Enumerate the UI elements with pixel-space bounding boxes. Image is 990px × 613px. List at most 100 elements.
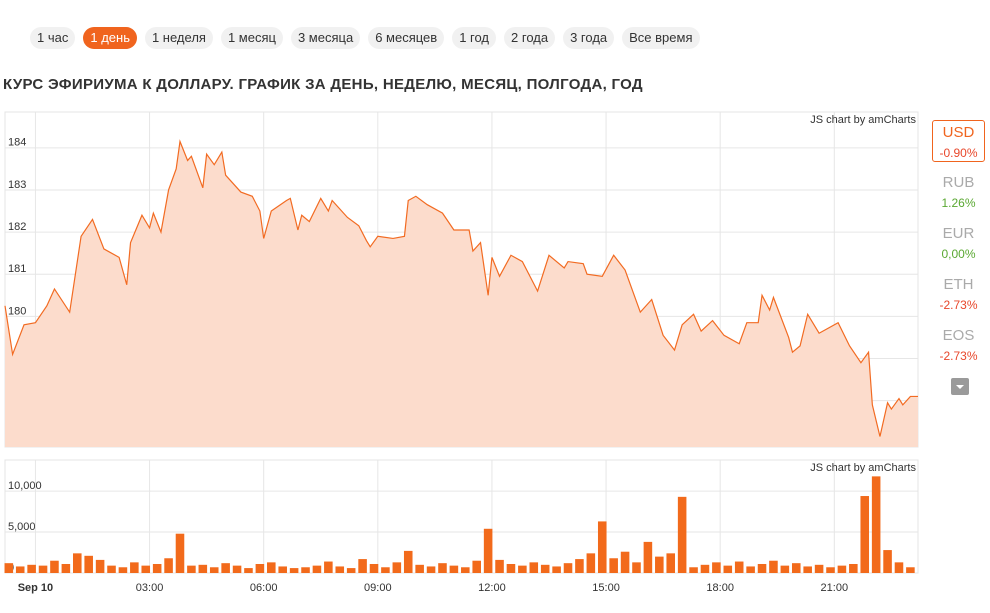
volume-bar [324, 561, 333, 573]
volume-bar [712, 562, 721, 573]
currency-change: -0.90% [939, 146, 978, 160]
x-tick-label: 12:00 [478, 582, 506, 594]
volume-bar [426, 566, 436, 573]
currency-item[interactable]: USD -0.90% [932, 120, 985, 162]
currency-code: EOS [942, 327, 975, 344]
range-button[interactable]: 2 года [504, 27, 556, 49]
volume-bar [849, 563, 858, 573]
volume-bar [529, 562, 539, 573]
x-tick-label: 18:00 [706, 582, 734, 594]
volume-bar [666, 553, 676, 573]
y-tick-label: 5,000 [8, 521, 36, 533]
volume-bar [209, 567, 219, 573]
currency-change: -2.73% [939, 298, 978, 312]
range-button[interactable]: 1 час [30, 27, 76, 49]
x-tick-label: 21:00 [821, 582, 849, 594]
volume-bar [301, 567, 310, 573]
volume-bar [38, 565, 48, 573]
volume-bar [358, 559, 367, 573]
plot-frame [4, 459, 919, 574]
currency-item[interactable]: EOS -2.73% [932, 324, 985, 366]
volume-bar [472, 560, 481, 573]
range-button[interactable]: 1 год [452, 27, 497, 49]
volume-bar [381, 567, 390, 573]
currency-item[interactable]: RUB 1.26% [932, 171, 985, 213]
currency-code: ETH [943, 276, 974, 293]
volume-bar [769, 560, 778, 573]
currency-item[interactable]: ETH -2.73% [932, 273, 985, 315]
volume-bar [403, 550, 413, 573]
volume-bar [552, 566, 561, 573]
volume-bar [518, 565, 527, 573]
range-button[interactable]: Все время [622, 27, 700, 49]
volume-bar [130, 562, 139, 573]
volume-bar [757, 563, 767, 573]
y-tick-label: 180 [8, 305, 26, 317]
volume-bar [803, 566, 812, 573]
area-fill [5, 141, 918, 447]
range-buttons: 1 час 1 день 1 неделя 1 месяц 3 месяца 6 меся… [30, 27, 700, 49]
volume-bar [734, 561, 744, 573]
x-tick-label: 06:00 [250, 582, 278, 594]
volume-bar [837, 565, 847, 573]
volume-bar [175, 533, 185, 573]
volume-bar [369, 563, 379, 573]
range-button[interactable]: 6 месяцев [368, 27, 445, 49]
y-tick-label: 182 [8, 221, 26, 233]
volume-bar [860, 496, 870, 573]
x-tick-label: 03:00 [136, 582, 164, 594]
x-tick-label: 09:00 [364, 582, 392, 594]
volume-bar [187, 565, 196, 573]
range-button[interactable]: 1 неделя [144, 27, 213, 49]
volume-bar [780, 565, 790, 573]
range-button[interactable]: 3 месяца [290, 27, 361, 49]
volume-bar [655, 556, 664, 573]
volume-bar [563, 563, 573, 573]
volume-bar [221, 563, 230, 573]
volume-bar [415, 564, 424, 573]
range-button[interactable]: 1 месяц [220, 27, 283, 49]
volume-bar [461, 567, 470, 573]
range-button[interactable]: 1 день [83, 27, 137, 49]
volume-bar [597, 521, 607, 573]
currency-list: USD -0.90% RUB 1.26% EUR 0,00% ETH -2.73% EOS -2.… [932, 120, 985, 375]
volume-bar [50, 560, 59, 573]
volume-bar [723, 565, 733, 573]
range-button[interactable]: 3 года [563, 27, 615, 49]
credit: JS chart by amCharts [810, 462, 916, 474]
chart-title: КУРС ЭФИРИУМА К ДОЛЛАРУ. ГРАФИК ЗА ДЕНЬ,… [3, 76, 643, 93]
currency-code: RUB [942, 174, 975, 191]
volume-bar [232, 565, 242, 573]
currency-code: USD [942, 124, 975, 141]
volume-bar [643, 541, 653, 573]
volume-bar [346, 568, 356, 573]
currency-change: -2.73% [939, 349, 978, 363]
volume-bar [198, 564, 208, 573]
x-tick-label: 15:00 [592, 582, 620, 594]
volume-bar [689, 567, 698, 573]
volume-bar [392, 562, 402, 573]
volume-bar [632, 562, 641, 573]
volume-bar [906, 567, 915, 573]
volume-bar [255, 563, 265, 573]
currency-code: EUR [942, 225, 975, 242]
volume-bar [814, 564, 824, 573]
volume-bar [107, 565, 116, 573]
volume-bar [95, 559, 105, 573]
volume-bar [61, 563, 71, 573]
volume-bar [791, 563, 801, 573]
volume-bar [4, 563, 14, 573]
volume-bar [278, 566, 287, 573]
volume-bar [540, 564, 550, 573]
volume-bar [677, 496, 687, 573]
volume-bar [506, 563, 516, 573]
volume-bar [449, 565, 459, 573]
currency-item[interactable]: EUR 0,00% [932, 222, 985, 264]
volume-bar [871, 476, 881, 573]
dropdown-button[interactable] [951, 378, 969, 395]
x-tick-label: Sep 10 [18, 582, 53, 594]
currency-change: 0,00% [941, 247, 976, 261]
volume-bar [609, 558, 618, 573]
currency-change: 1.26% [941, 196, 976, 210]
volume-bar [586, 553, 596, 573]
